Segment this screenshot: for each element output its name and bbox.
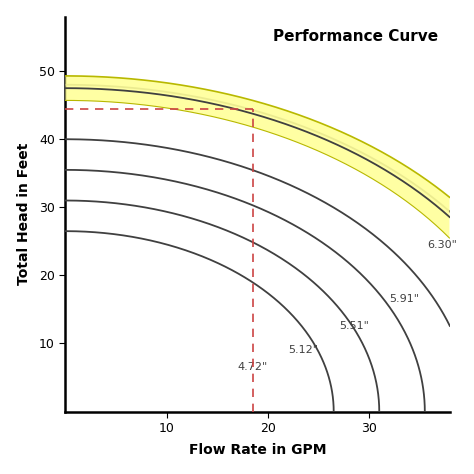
Text: 4.72": 4.72" xyxy=(237,362,268,372)
Text: 5.91": 5.91" xyxy=(390,294,419,304)
X-axis label: Flow Rate in GPM: Flow Rate in GPM xyxy=(189,443,327,457)
Text: 6.30": 6.30" xyxy=(427,240,457,250)
Polygon shape xyxy=(65,76,449,238)
Y-axis label: Total Head in Feet: Total Head in Feet xyxy=(17,143,31,285)
Text: 5.12": 5.12" xyxy=(288,345,319,356)
Text: Performance Curve: Performance Curve xyxy=(273,28,438,44)
Text: 5.51": 5.51" xyxy=(339,321,369,331)
